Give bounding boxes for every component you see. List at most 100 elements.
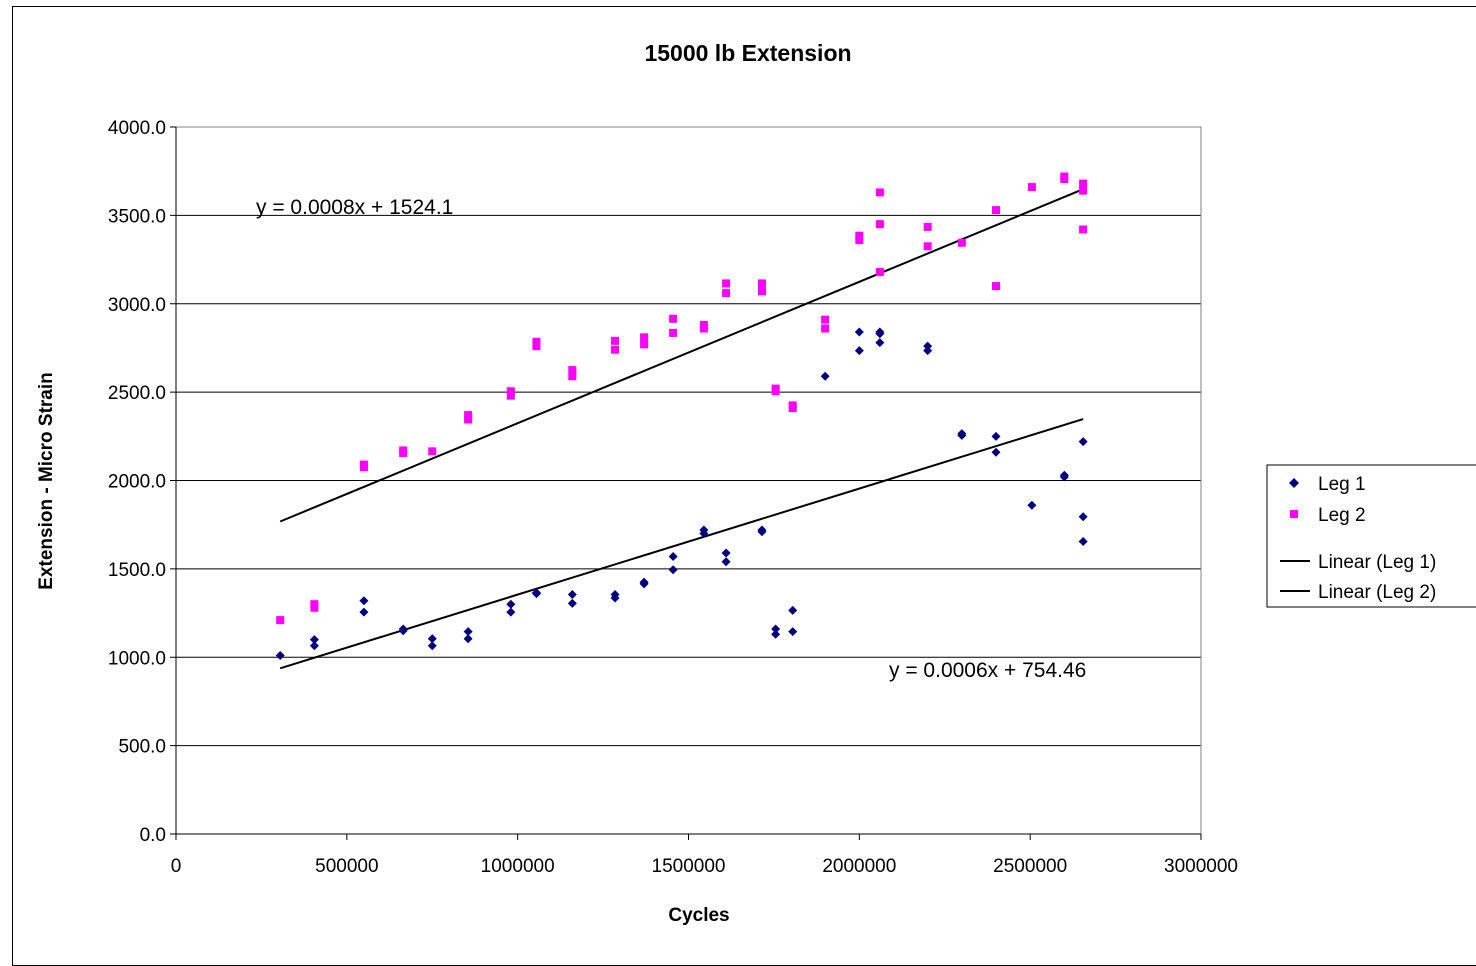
- point-leg-1: [771, 629, 781, 639]
- equation-leg-1: y = 0.0006x + 754.46: [889, 659, 1086, 682]
- point-leg-1: [721, 557, 731, 567]
- point-leg-1: [788, 627, 798, 637]
- point-leg-1: [506, 607, 516, 617]
- point-leg-2: [923, 222, 932, 231]
- trendline-linear-leg-1: [279, 418, 1084, 670]
- point-leg-2: [821, 324, 830, 333]
- point-leg-1: [1078, 536, 1088, 546]
- point-leg-2: [771, 387, 780, 396]
- point-leg-1: [359, 607, 369, 617]
- point-leg-1: [875, 329, 885, 339]
- x-axis-title: Cycles: [668, 905, 729, 926]
- point-leg-2: [1079, 179, 1088, 188]
- point-leg-2: [464, 415, 473, 424]
- point-leg-2: [611, 345, 620, 354]
- point-leg-1: [398, 624, 408, 634]
- point-leg-2: [875, 267, 884, 276]
- legend-label-leg-2: Leg 2: [1318, 505, 1366, 526]
- x-tick-label: 1500000: [652, 856, 726, 877]
- x-tick-label: 3000000: [1164, 856, 1238, 877]
- point-leg-1: [463, 634, 473, 644]
- x-tick-label: 0: [171, 856, 182, 877]
- y-axis-title: Extension - Micro Strain: [36, 372, 57, 589]
- point-leg-2: [428, 447, 437, 456]
- point-leg-1: [875, 338, 885, 348]
- point-leg-1: [957, 430, 967, 440]
- point-leg-2: [399, 449, 408, 458]
- point-leg-1: [668, 552, 678, 562]
- y-tick-label: 3500.0: [108, 206, 166, 227]
- point-leg-2: [464, 411, 473, 420]
- legend-box: [1266, 464, 1476, 608]
- legend: Leg 1 Leg 2 Linear (Leg 1) Linear (Leg 2…: [1266, 464, 1476, 608]
- point-leg-2: [568, 366, 577, 375]
- point-leg-1: [567, 598, 577, 608]
- x-tick-label: 2000000: [822, 856, 896, 877]
- trendlines: [279, 188, 1084, 670]
- point-leg-1: [427, 641, 437, 651]
- point-leg-2: [276, 616, 285, 625]
- point-leg-2: [669, 314, 678, 323]
- point-leg-2: [722, 289, 731, 298]
- point-leg-1: [1078, 512, 1088, 522]
- trendline-linear-leg-2: [279, 188, 1084, 523]
- x-tick-label: 1000000: [481, 856, 555, 877]
- point-leg-2: [699, 324, 708, 333]
- point-leg-1: [427, 634, 437, 644]
- point-leg-1: [788, 605, 798, 615]
- point-leg-1: [275, 650, 285, 660]
- point-leg-1: [923, 346, 933, 356]
- point-leg-1: [771, 624, 781, 634]
- point-leg-2: [757, 279, 766, 288]
- y-tick-label: 0.0: [140, 825, 166, 846]
- point-leg-2: [611, 336, 620, 345]
- legend-label-leg-1: Leg 1: [1318, 474, 1366, 495]
- x-axis-ticks: 0 500000 1000000 1500000 2000000 2500000 30000…: [171, 834, 1238, 877]
- point-leg-1: [309, 635, 319, 645]
- point-leg-2: [855, 231, 864, 240]
- y-tick-label: 1000.0: [108, 648, 166, 669]
- point-leg-2: [640, 333, 649, 342]
- point-leg-1: [757, 527, 767, 537]
- y-axis-ticks: 0.0 500.0 1000.0 1500.0 2000.0 2500.0 3000.0 35…: [108, 118, 176, 846]
- point-leg-2: [992, 206, 1000, 215]
- point-leg-2: [1079, 225, 1088, 234]
- point-leg-2: [923, 242, 932, 251]
- y-tick-label: 1500.0: [108, 560, 166, 581]
- point-leg-1: [854, 327, 864, 337]
- data-points: [275, 172, 1088, 660]
- point-leg-1: [309, 641, 319, 651]
- point-leg-2: [640, 340, 649, 349]
- point-leg-1: [506, 599, 516, 609]
- y-tick-label: 4000.0: [108, 118, 166, 139]
- point-leg-1: [567, 590, 577, 600]
- point-leg-2: [992, 282, 1000, 291]
- point-leg-1: [463, 627, 473, 637]
- point-leg-2: [532, 337, 541, 346]
- chart-title: 15000 lb Extension: [644, 40, 851, 66]
- point-leg-1: [531, 589, 541, 599]
- point-leg-1: [991, 447, 1001, 457]
- y-tick-label: 3000.0: [108, 295, 166, 316]
- x-tick-label: 500000: [315, 856, 378, 877]
- point-leg-2: [532, 342, 541, 351]
- point-leg-1: [820, 371, 830, 381]
- point-leg-2: [568, 372, 577, 381]
- point-leg-1: [359, 596, 369, 606]
- point-leg-1: [1027, 500, 1037, 510]
- y-tick-label: 2500.0: [108, 383, 166, 404]
- y-tick-label: 2000.0: [108, 472, 166, 493]
- y-tick-label: 500.0: [118, 737, 166, 758]
- point-leg-2: [875, 188, 884, 197]
- point-leg-1: [1059, 472, 1069, 482]
- x-tick-label: 2500000: [993, 856, 1067, 877]
- point-leg-1: [639, 579, 649, 589]
- legend-label-linear-leg-1: Linear (Leg 1): [1318, 552, 1436, 573]
- point-leg-1: [668, 565, 678, 575]
- point-leg-1: [1078, 437, 1088, 447]
- legend-marker-leg-2: [1290, 510, 1298, 518]
- equation-leg-2: y = 0.0008x + 1524.1: [256, 196, 453, 219]
- point-leg-1: [721, 548, 731, 558]
- point-leg-2: [875, 220, 884, 229]
- legend-marker-leg-1: [1289, 478, 1299, 488]
